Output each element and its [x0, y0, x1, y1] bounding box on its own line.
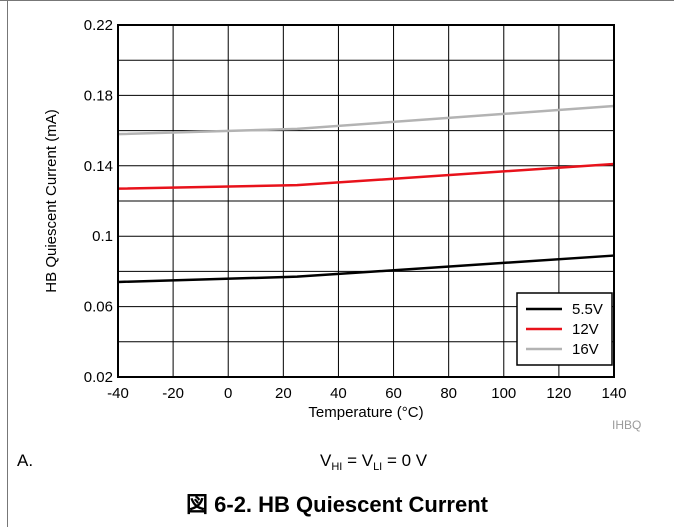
frame-left-border	[7, 0, 8, 527]
y-tick-label: 0.14	[84, 158, 113, 175]
x-tick-label: 40	[330, 385, 347, 402]
x-tick-label: 140	[601, 385, 626, 402]
series-line	[117, 254, 615, 284]
note-v1: V	[320, 451, 332, 470]
x-tick-label: -40	[107, 385, 129, 402]
x-tick-label: 120	[546, 385, 571, 402]
y-tick-labels: 0.02 0.06 0.1 0.14 0.18 0.22	[84, 17, 113, 386]
note-mid: = V	[342, 451, 374, 470]
x-tick-label: 100	[491, 385, 516, 402]
x-tick-label: 20	[275, 385, 292, 402]
note-condition: VHI = VLI = 0 V	[320, 451, 427, 473]
figure-source-id: IHBQ	[612, 418, 642, 432]
y-tick-label: 0.1	[92, 228, 113, 245]
legend-label: 16V	[572, 341, 599, 358]
legend-label: 12V	[572, 321, 599, 338]
legend-label: 5.5V	[572, 301, 603, 318]
quiescent-current-chart: -40 -20 0 20 40 60 80 100 120 140 0.02 0.06 0.1 0.14…	[43, 17, 627, 421]
series-lines	[117, 104, 615, 284]
plot-border	[117, 24, 615, 378]
x-axis-title: Temperature (°C)	[308, 404, 423, 421]
x-tick-label: 80	[440, 385, 457, 402]
frame-top-border	[0, 0, 674, 1]
x-tick-labels: -40 -20 0 20 40 60 80 100 120 140	[107, 385, 626, 402]
y-tick-label: 0.06	[84, 299, 113, 316]
series-line	[117, 104, 615, 136]
note-label: A.	[17, 451, 34, 470]
y-axis-title: HB Quiescent Current (mA)	[43, 109, 60, 292]
y-tick-label: 0.22	[84, 17, 113, 34]
x-tick-label: 60	[385, 385, 402, 402]
series-line	[117, 162, 615, 190]
y-tick-label: 0.02	[84, 369, 113, 386]
figure-caption: 図 6-2. HB Quiescent Current	[186, 492, 488, 517]
note-v2-sub: LI	[373, 461, 383, 473]
note-tail: = 0 V	[382, 451, 428, 470]
y-tick-label: 0.18	[84, 87, 113, 104]
note-v1-sub: HI	[331, 461, 343, 473]
legend: 5.5V 12V 16V	[516, 292, 613, 366]
x-tick-label: 0	[224, 385, 232, 402]
x-tick-label: -20	[162, 385, 184, 402]
